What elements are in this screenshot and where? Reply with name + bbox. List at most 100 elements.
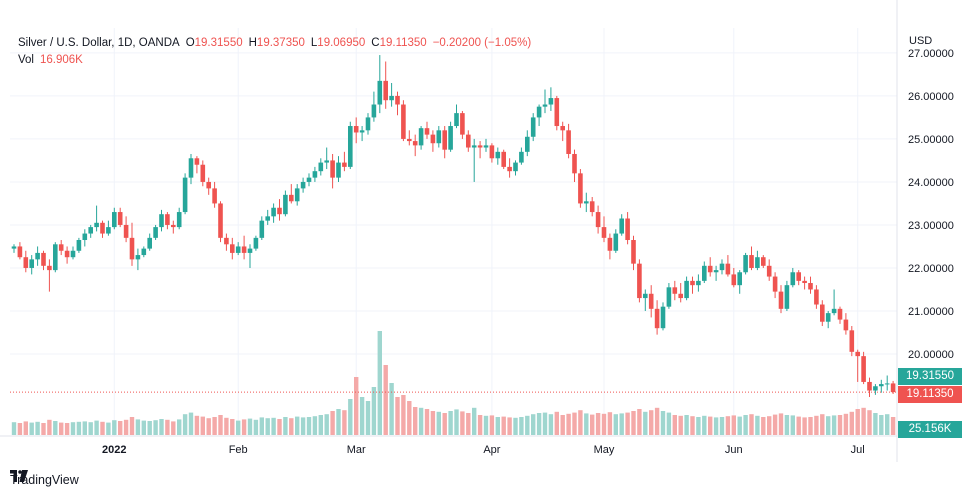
volume-bar — [424, 409, 430, 435]
candle-body — [631, 240, 636, 264]
volume-bar — [100, 421, 105, 435]
candle-body — [648, 293, 654, 309]
price-tick-label: 24.00000 — [908, 177, 954, 189]
candle-body — [483, 145, 489, 148]
candle-body — [654, 308, 660, 329]
candle-body — [153, 227, 158, 238]
candle — [194, 156, 200, 174]
candle-body — [495, 151, 501, 159]
candle — [530, 113, 536, 142]
candle — [808, 276, 813, 294]
volume-bar — [843, 413, 849, 435]
candle-body — [306, 177, 312, 182]
candle-body — [442, 130, 447, 150]
candle — [359, 126, 365, 142]
volume-bar — [383, 365, 388, 435]
candle-body — [412, 141, 418, 146]
volume-bar — [678, 415, 683, 435]
price-candles — [11, 55, 896, 397]
candle-body — [383, 80, 388, 101]
candle — [666, 283, 672, 309]
time-tick-label: Jun — [725, 444, 743, 456]
candle — [365, 113, 371, 135]
candle-body — [29, 259, 34, 268]
candle — [879, 379, 884, 393]
volume-bar — [53, 421, 58, 435]
candle — [53, 242, 58, 273]
legend-open-value: 19.31550 — [194, 37, 243, 49]
volume-bar — [572, 412, 577, 435]
candle-body — [861, 356, 866, 382]
candle-body — [353, 126, 359, 133]
volume-bar — [106, 422, 111, 435]
candle — [165, 212, 170, 230]
open-price-badge: 19.31550 — [898, 368, 962, 385]
volume-bar — [519, 417, 524, 435]
candle — [247, 244, 253, 268]
candle — [35, 246, 40, 266]
chart-container[interactable]: 27.00000 26.00000 25.00000 24.00000 23.00000… — [0, 0, 979, 462]
candle — [489, 143, 495, 163]
candle-body — [35, 252, 40, 260]
candle — [837, 306, 843, 324]
candle — [129, 222, 135, 266]
time-axis[interactable]: 2022 Feb Mar Apr May Jun Jul — [102, 444, 865, 456]
volume-bar — [135, 419, 141, 435]
candle-body — [289, 194, 294, 202]
volume-bar — [483, 415, 489, 435]
volume-bar — [820, 414, 825, 435]
price-axis[interactable]: 27.00000 26.00000 25.00000 24.00000 23.00000… — [908, 48, 954, 361]
candlestick-chart[interactable]: 27.00000 26.00000 25.00000 24.00000 23.00000… — [0, 0, 979, 462]
volume-bar — [430, 411, 436, 435]
legend-symbol[interactable]: Silver / U.S. Dollar, 1D, OANDA — [18, 37, 180, 49]
candle-body — [707, 265, 713, 273]
candle — [418, 126, 424, 150]
candle — [578, 169, 583, 208]
candle — [283, 190, 288, 217]
candle — [277, 199, 282, 221]
tradingview-logo-icon — [10, 470, 28, 482]
candle — [796, 270, 801, 286]
legend-price-row: Silver / U.S. Dollar, 1D, OANDA O19.31550… — [18, 35, 531, 52]
candle — [112, 207, 117, 230]
volume-bar — [784, 415, 790, 435]
candle — [802, 276, 807, 290]
volume-bar — [814, 415, 819, 435]
candle-body — [64, 250, 70, 258]
volume-bar — [153, 420, 158, 435]
candle-body — [466, 134, 471, 148]
candle-body — [76, 240, 82, 251]
candle — [820, 300, 825, 327]
candle-body — [477, 145, 483, 148]
candle-body — [58, 244, 64, 251]
volume-bar — [885, 414, 890, 435]
volume-bar — [395, 397, 400, 435]
volume-bar — [867, 410, 872, 435]
candle — [660, 302, 666, 331]
candle-body — [808, 283, 813, 290]
currency-label[interactable]: USD — [909, 35, 933, 47]
candle-body — [713, 270, 719, 273]
tradingview-footer[interactable]: TradingView — [10, 470, 79, 490]
volume-bar — [554, 411, 559, 435]
legend-close-label: C — [371, 37, 380, 49]
candle — [176, 207, 182, 230]
candle-body — [702, 265, 707, 281]
price-tick-label: 26.00000 — [908, 91, 954, 103]
time-tick-label: 2022 — [102, 444, 126, 456]
candle-body — [218, 203, 223, 238]
legend-vol-label[interactable]: Vol — [18, 54, 34, 66]
candle — [672, 280, 678, 301]
candle-body — [643, 293, 648, 299]
candle-body — [53, 244, 58, 271]
time-tick-label: Feb — [229, 444, 248, 456]
price-tick-label: 23.00000 — [908, 220, 954, 232]
volume-bar — [342, 410, 347, 435]
candle-body — [666, 287, 672, 307]
candle-body — [371, 104, 377, 118]
candle — [377, 55, 383, 114]
volume-bar — [165, 419, 170, 435]
candle-body — [94, 222, 99, 228]
candle-body — [424, 128, 430, 135]
volume-bar — [560, 415, 565, 435]
